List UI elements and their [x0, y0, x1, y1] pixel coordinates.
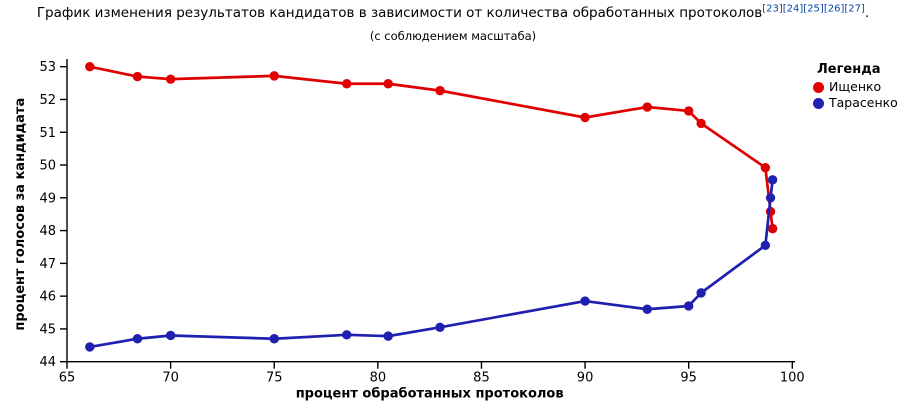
- data-point-tarasenko: [269, 334, 279, 344]
- data-point-tarasenko: [767, 175, 778, 185]
- legend: Легенда Ищенко Тарасенко: [813, 62, 898, 111]
- data-point-ishchenko: [683, 106, 694, 116]
- data-point-ishchenko: [767, 223, 778, 234]
- y-tick-label: 45: [39, 322, 56, 337]
- data-point-tarasenko: [165, 330, 176, 341]
- data-point-ishchenko: [696, 118, 706, 129]
- x-tick-label: 85: [473, 371, 490, 386]
- ref-link-25[interactable]: [25]: [803, 3, 824, 15]
- data-point-ishchenko: [165, 74, 176, 84]
- y-tick-label: 51: [39, 126, 56, 141]
- series-line-tarasenko: [88, 178, 774, 349]
- data-point-tarasenko: [132, 334, 143, 344]
- y-tick-label: 50: [39, 159, 56, 174]
- x-tick-label: 95: [680, 371, 697, 386]
- tarasenko-series-marker-icon: [813, 97, 824, 109]
- x-tick-label: 75: [266, 371, 283, 386]
- y-tick-label: 49: [39, 191, 56, 206]
- reference-links: [23][24][25][26][27]: [762, 4, 865, 15]
- data-point-ishchenko: [342, 79, 352, 89]
- y-tick-label: 53: [39, 60, 56, 75]
- data-point-ishchenko: [383, 79, 393, 89]
- ref-link-26[interactable]: [26]: [823, 3, 845, 15]
- data-point-ishchenko: [642, 102, 652, 112]
- chart-subtitle: (с соблюдением масштаба): [369, 29, 537, 43]
- y-tick-label: 52: [39, 93, 56, 108]
- title-period: .: [864, 5, 870, 21]
- data-point-tarasenko: [760, 240, 771, 251]
- x-tick-label: 65: [59, 371, 76, 386]
- data-point-ishchenko: [269, 71, 279, 81]
- data-point-tarasenko: [765, 193, 776, 203]
- data-point-tarasenko: [696, 288, 706, 298]
- y-tick-label: 47: [39, 257, 56, 272]
- data-point-ishchenko: [132, 71, 143, 82]
- legend-label-ishchenko: Ищенко: [829, 79, 882, 94]
- data-point-tarasenko: [85, 342, 95, 352]
- y-axis-label: процент голосов за кандидата: [13, 98, 28, 331]
- data-point-tarasenko: [342, 330, 352, 340]
- data-point-tarasenko: [683, 301, 694, 311]
- x-tick-label: 80: [370, 371, 387, 386]
- y-tick-label: 44: [39, 355, 56, 370]
- ref-link-27[interactable]: [27]: [844, 3, 865, 15]
- y-tick-label: 46: [39, 290, 56, 305]
- data-point-ishchenko: [85, 61, 95, 72]
- data-point-ishchenko: [435, 85, 445, 96]
- ref-link-23[interactable]: [23]: [762, 3, 783, 15]
- data-point-ishchenko: [580, 112, 590, 123]
- data-point-ishchenko: [760, 162, 771, 173]
- legend-label-tarasenko: Тарасенко: [829, 95, 898, 110]
- ishchenko-series-marker-icon: [813, 81, 824, 93]
- data-point-tarasenko: [642, 304, 652, 314]
- legend-item-tarasenko: Тарасенко: [813, 95, 898, 111]
- x-axis-label: процент обработанных протоколов: [296, 387, 564, 402]
- x-tick-label: 100: [780, 371, 805, 386]
- x-tick-label: 90: [577, 371, 594, 386]
- x-tick-label: 70: [162, 371, 179, 386]
- data-point-tarasenko: [383, 331, 393, 341]
- data-point-tarasenko: [580, 296, 590, 306]
- legend-item-ishchenko: Ищенко: [813, 79, 898, 95]
- series-line-ishchenko: [88, 65, 774, 230]
- data-point-tarasenko: [435, 322, 445, 332]
- chart-title-text: График изменения результатов кандидатов …: [36, 5, 763, 21]
- legend-title: Легенда: [817, 62, 881, 77]
- ref-link-24[interactable]: [24]: [782, 3, 804, 15]
- chart-title: График изменения результатов кандидатов …: [0, 4, 906, 21]
- y-tick-label: 48: [39, 224, 56, 239]
